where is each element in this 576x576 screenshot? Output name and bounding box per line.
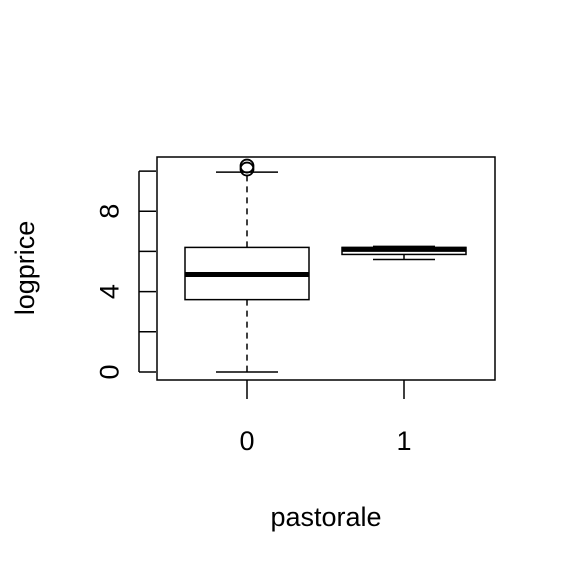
x-tick-label: 0	[239, 426, 254, 456]
plot-frame	[156, 156, 496, 381]
outlier-point	[239, 158, 255, 174]
y-tick-label: 0	[94, 364, 124, 379]
outlier-point	[239, 161, 255, 177]
y-axis-label: logprice	[10, 221, 40, 316]
y-tick-label: 4	[94, 284, 124, 299]
y-tick-label: 8	[94, 204, 124, 219]
x-tick-label: 1	[396, 426, 411, 456]
x-axis-label: pastorale	[270, 502, 381, 532]
plot-layer: 0 4 8 0 1	[94, 156, 496, 456]
